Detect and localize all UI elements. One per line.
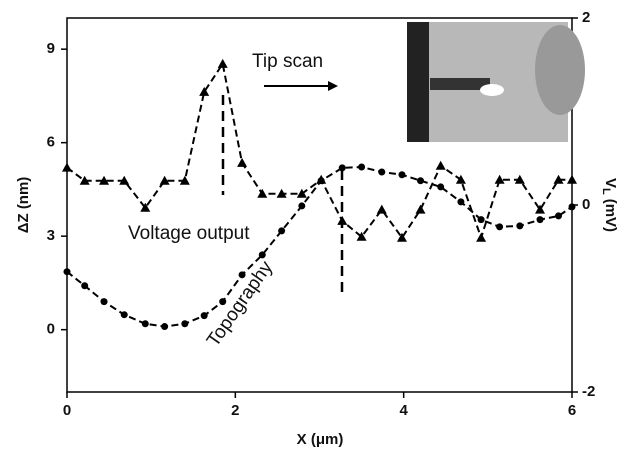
series-line xyxy=(66,165,573,328)
triangle-marker xyxy=(494,174,505,184)
y-axis-label: ΔZ (nm) xyxy=(15,177,32,234)
circle-marker xyxy=(161,323,169,331)
triangle-marker xyxy=(535,204,546,214)
circle-marker xyxy=(457,198,465,206)
circle-marker xyxy=(141,320,149,328)
circle-marker xyxy=(278,227,286,235)
triangle-marker xyxy=(514,174,525,184)
circle-marker xyxy=(358,163,366,171)
y2-tick-label: 2 xyxy=(582,9,590,26)
triangle-marker xyxy=(79,175,90,185)
circle-marker xyxy=(238,271,246,279)
inset-tip-light xyxy=(480,84,504,96)
y2-tick-label: -2 xyxy=(582,383,595,400)
circle-marker xyxy=(200,312,208,320)
triangle-marker xyxy=(276,188,287,198)
triangle-marker xyxy=(179,175,190,185)
circle-marker xyxy=(120,311,128,319)
inset-cantilever xyxy=(430,78,490,90)
triangle-marker xyxy=(567,174,577,184)
triangle-marker xyxy=(553,174,564,184)
triangle-marker xyxy=(337,215,348,225)
circle-marker xyxy=(338,164,346,172)
x-tick-label: 4 xyxy=(399,402,408,419)
triangle-marker xyxy=(296,188,307,198)
circle-marker xyxy=(100,298,108,306)
triangle-marker xyxy=(257,188,268,198)
y2-axis-label: VL (mV) xyxy=(600,178,619,232)
x-axis-label: X (μm) xyxy=(297,431,344,448)
circle-marker xyxy=(181,320,189,328)
tip-scan-label: Tip scan xyxy=(252,51,323,72)
x-tick-label: 2 xyxy=(231,402,239,419)
circle-marker xyxy=(516,222,524,230)
triangle-marker xyxy=(435,160,446,170)
circle-marker xyxy=(437,183,445,191)
triangle-marker xyxy=(415,204,426,214)
circle-marker xyxy=(258,251,266,259)
circle-marker xyxy=(555,212,563,220)
circle-marker xyxy=(298,202,306,210)
triangle-marker xyxy=(476,232,487,242)
x-tick-label: 6 xyxy=(568,402,576,419)
circle-marker xyxy=(378,168,386,176)
voltage-label: Voltage output xyxy=(128,223,250,244)
circle-marker xyxy=(536,216,544,224)
triangle-marker xyxy=(140,202,151,212)
topography-label: Topography xyxy=(203,257,277,351)
circle-marker xyxy=(477,216,485,224)
circle-marker xyxy=(219,298,227,306)
y2-label-sub: L xyxy=(600,188,612,195)
circle-marker xyxy=(63,268,71,276)
circle-marker xyxy=(496,223,504,231)
inset-dark-edge xyxy=(407,22,429,142)
circle-marker xyxy=(398,171,406,179)
y-tick-label: 6 xyxy=(47,134,55,151)
y-tick-label: 9 xyxy=(47,40,55,57)
circle-marker xyxy=(81,282,89,290)
y-tick-label: 0 xyxy=(47,321,55,338)
triangle-marker xyxy=(396,232,407,242)
triangle-marker xyxy=(217,58,228,68)
triangle-marker xyxy=(237,157,248,167)
triangle-marker xyxy=(356,231,367,241)
triangle-marker xyxy=(455,174,466,184)
y2-label-main: V xyxy=(602,178,619,188)
triangle-marker xyxy=(159,175,170,185)
y-tick-label: 3 xyxy=(47,227,55,244)
triangle-marker xyxy=(62,162,72,172)
triangle-marker xyxy=(99,175,110,185)
triangle-marker xyxy=(376,204,387,214)
triangle-marker xyxy=(199,86,210,96)
scan-arrow-head xyxy=(328,81,338,91)
y2-label-unit: (mV) xyxy=(602,199,619,232)
circle-marker xyxy=(568,203,576,211)
circle-marker xyxy=(317,177,325,185)
triangle-marker xyxy=(119,175,130,185)
x-tick-label: 0 xyxy=(63,402,71,419)
y2-tick-label: 0 xyxy=(582,196,590,213)
inset-sample xyxy=(535,25,585,115)
circle-marker xyxy=(417,177,424,185)
